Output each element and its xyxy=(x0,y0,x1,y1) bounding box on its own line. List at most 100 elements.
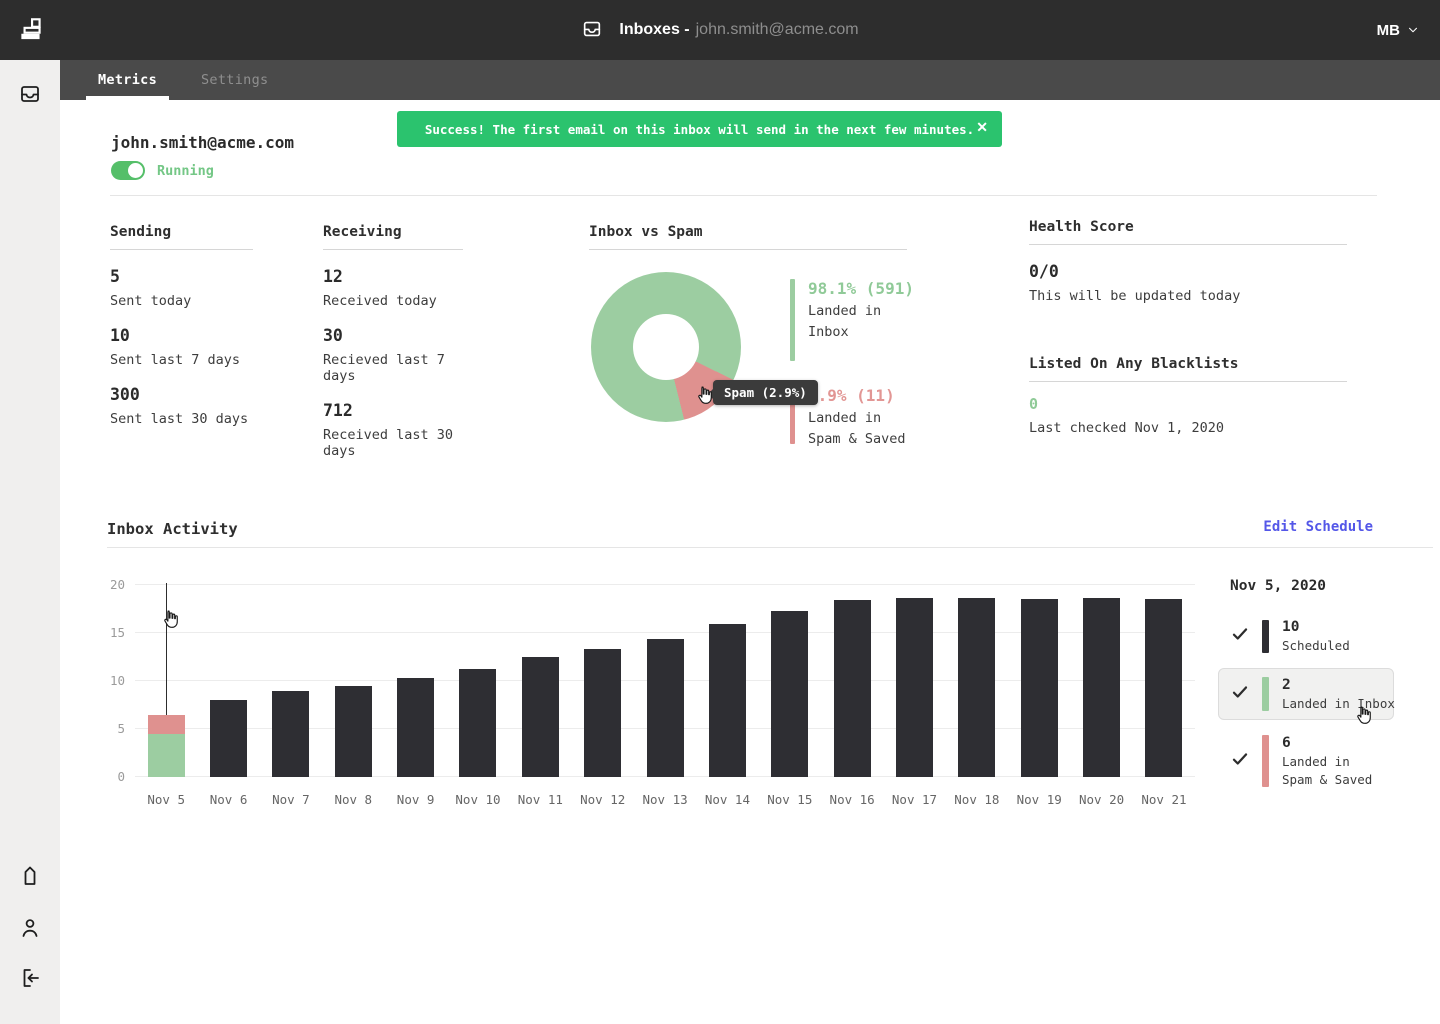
day-label: Spam & Saved xyxy=(1282,772,1373,787)
bar-nov-16[interactable] xyxy=(833,600,871,777)
section-inbox-vs-spam: Inbox vs Spam 98.1% (591) Landed in Inbox 2… xyxy=(589,224,914,447)
bar-nov-11[interactable] xyxy=(521,657,559,777)
bar-segment xyxy=(1083,598,1121,777)
bar-segment xyxy=(210,700,248,777)
chart-column xyxy=(260,585,322,777)
bar-nov-21[interactable] xyxy=(1145,599,1183,777)
user-icon[interactable] xyxy=(18,916,42,940)
bar-nov-19[interactable] xyxy=(1020,599,1058,777)
bar-nov-9[interactable] xyxy=(397,678,435,777)
y-axis-tick: 0 xyxy=(117,769,125,784)
bar-segment xyxy=(521,657,559,777)
health-score-label: This will be updated today xyxy=(1029,288,1241,304)
bar-nov-6[interactable] xyxy=(210,700,248,777)
cursor-pointer-icon xyxy=(1351,704,1374,727)
toggle-knob xyxy=(128,163,143,178)
chart-column xyxy=(322,585,384,777)
day-value: 2 xyxy=(1282,677,1291,693)
day-color-bar xyxy=(1262,619,1269,653)
section-title: Receiving xyxy=(323,224,463,250)
stat-label: Sent last 7 days xyxy=(110,352,241,368)
tab-bar: Metrics Settings xyxy=(60,60,1440,100)
bar-segment xyxy=(646,638,684,777)
stat-label: Sent today xyxy=(110,293,192,309)
title-email: john.smith@acme.com xyxy=(695,21,859,38)
chart-column xyxy=(696,585,758,777)
title-prefix: Inboxes - xyxy=(619,21,690,38)
bar-nov-5[interactable] xyxy=(147,714,185,777)
bar-segment xyxy=(334,685,372,777)
chart-columns xyxy=(135,583,1195,777)
legend-value: 2.9% (11) xyxy=(808,386,895,405)
inbox-activity-bar-chart: 0 5 10 15 20 xyxy=(110,577,1195,784)
section-sending: Sending 5 Sent today 10 Sent last 7 days 300… xyxy=(110,224,253,427)
x-axis-tick: Nov 6 xyxy=(209,792,248,807)
x-axis-tick: Nov 11 xyxy=(517,792,563,807)
legend-label: Landed in xyxy=(808,303,882,319)
tab-settings[interactable]: Settings xyxy=(201,72,269,88)
bar-segment xyxy=(397,678,435,777)
donut-hole xyxy=(633,314,699,380)
y-axis-tick: 15 xyxy=(109,625,125,640)
x-axis-tick: Nov 5 xyxy=(147,792,185,807)
chart-column xyxy=(946,585,1008,777)
chart-column xyxy=(384,585,446,777)
user-menu[interactable]: MB xyxy=(1377,0,1420,60)
bar-nov-17[interactable] xyxy=(895,598,933,777)
chart-column xyxy=(447,585,509,777)
legend-label: Inbox xyxy=(808,324,849,340)
checkmark-icon xyxy=(1231,750,1249,772)
section-title: Sending xyxy=(110,224,253,250)
x-axis-tick: Nov 7 xyxy=(272,792,310,807)
day-panel-row[interactable]: 6 Landed in Spam & Saved xyxy=(1218,726,1394,796)
bar-nov-15[interactable] xyxy=(771,610,809,777)
day-text: 10 Scheduled xyxy=(1282,619,1350,653)
stat-value: 10 xyxy=(110,326,130,345)
x-axis-tick: Nov 15 xyxy=(767,792,813,807)
bar-nov-14[interactable] xyxy=(708,624,746,777)
window-title: Inboxes - john.smith@acme.com xyxy=(0,0,1440,60)
legend-value: 98.1% (591) xyxy=(808,279,914,298)
day-panel-row[interactable]: 10 Scheduled xyxy=(1218,610,1394,662)
success-banner: Success! The first email on this inbox w… xyxy=(397,111,1002,147)
cursor-pointer-icon xyxy=(692,384,715,407)
tab-metrics[interactable]: Metrics xyxy=(86,60,169,100)
x-axis-tick: Nov 17 xyxy=(891,792,938,807)
home-icon[interactable] xyxy=(18,864,42,888)
bar-nov-12[interactable] xyxy=(584,649,622,777)
main-content: Success! The first email on this inbox w… xyxy=(60,100,1440,1024)
x-axis-tick: Nov 18 xyxy=(954,792,1000,807)
spam-tooltip: Spam (2.9%) xyxy=(708,380,818,405)
chart-column xyxy=(572,585,634,777)
bar-segment xyxy=(147,733,185,777)
bar-nov-13[interactable] xyxy=(646,638,684,777)
app-logo-icon[interactable] xyxy=(16,15,46,45)
bar-nov-8[interactable] xyxy=(334,685,372,777)
day-summary-panel: Nov 5, 2020 10 Scheduled 2 Landed in Inbox 6… xyxy=(1218,578,1395,802)
logout-icon[interactable] xyxy=(18,966,42,990)
blacklist-count: 0 xyxy=(1029,395,1039,413)
section-title: Health Score xyxy=(1029,219,1347,245)
section-health-score: Health Score 0/0 This will be updated to… xyxy=(1029,219,1347,304)
chart-column xyxy=(883,585,945,777)
running-toggle[interactable] xyxy=(111,161,145,180)
blacklist-label: Last checked Nov 1, 2020 xyxy=(1029,420,1225,436)
bar-segment xyxy=(771,610,809,777)
chart-column xyxy=(509,585,571,777)
bar-nov-18[interactable] xyxy=(958,598,996,777)
stat-label: Received today xyxy=(323,293,437,309)
bar-segment xyxy=(708,624,746,777)
edit-schedule-link[interactable]: Edit Schedule xyxy=(1263,519,1373,535)
sidebar-inboxes-icon[interactable] xyxy=(18,82,42,106)
bar-nov-20[interactable] xyxy=(1083,598,1121,777)
stat-value: 30 xyxy=(323,326,343,345)
section-title: Inbox vs Spam xyxy=(589,224,907,250)
checkmark-icon xyxy=(1231,625,1249,647)
day-color-bar xyxy=(1262,735,1269,787)
bar-segment xyxy=(1145,599,1183,777)
close-icon[interactable]: ✕ xyxy=(976,119,988,135)
bar-nov-10[interactable] xyxy=(459,668,497,777)
bar-nov-7[interactable] xyxy=(272,690,310,777)
bar-segment xyxy=(147,714,185,734)
stat-label: Recieved last 7 days xyxy=(323,352,445,384)
